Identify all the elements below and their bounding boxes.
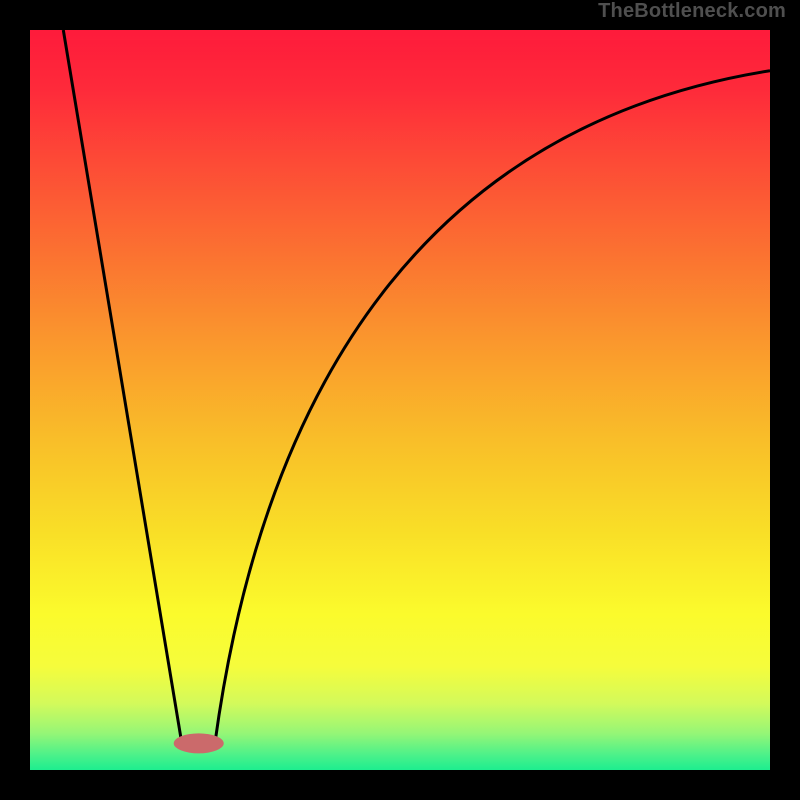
- plot-svg: [30, 30, 770, 770]
- plot-area: [30, 30, 770, 770]
- gradient-background: [30, 30, 770, 770]
- chart-frame: TheBottleneck.com: [0, 0, 800, 800]
- watermark-text: TheBottleneck.com: [598, 0, 786, 23]
- min-marker: [174, 733, 224, 753]
